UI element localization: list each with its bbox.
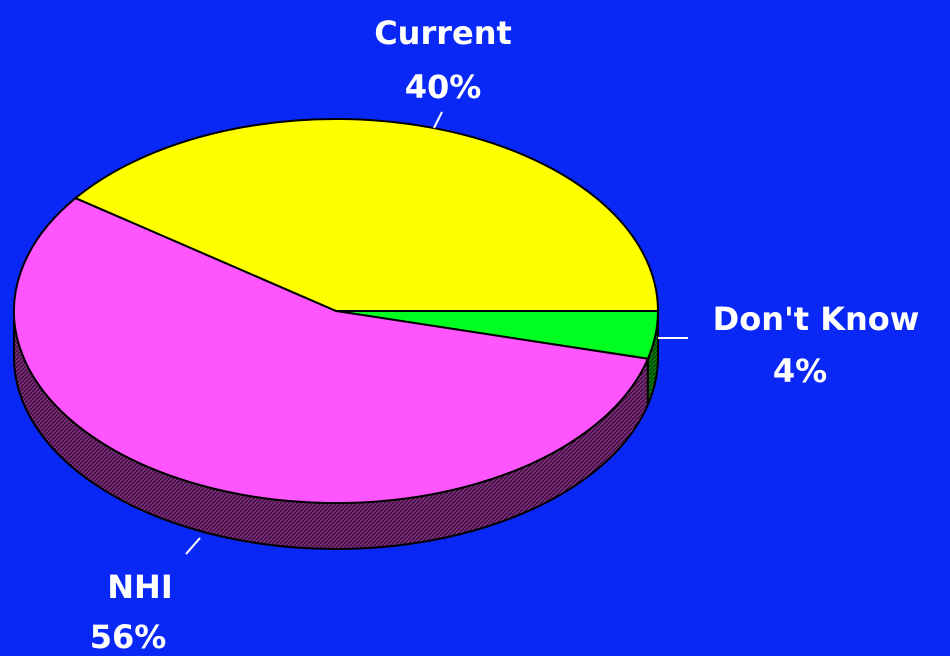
slice-value-current: 40% xyxy=(405,68,482,106)
slice-label-dont-know: Don't Know xyxy=(713,300,920,338)
pie-slice-current[interactable] xyxy=(73,118,660,312)
leader-line-nhi xyxy=(185,537,201,555)
pie-slice-nhi[interactable] xyxy=(13,196,650,504)
leader-line-current xyxy=(433,111,443,129)
slice-value-dont-know: 4% xyxy=(773,352,827,390)
slice-label-nhi: NHI xyxy=(107,568,172,606)
slice-label-current: Current xyxy=(374,14,512,52)
slice-value-nhi: 56% xyxy=(90,618,167,656)
